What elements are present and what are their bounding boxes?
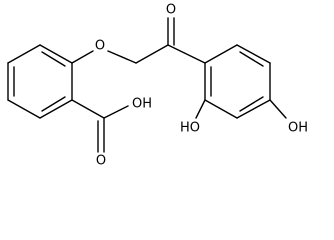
atom-label: OH [288,121,308,136]
atom-label: OH [132,97,152,112]
atom-label: HO [180,121,200,136]
atom-label: O [95,39,105,54]
bonds [7,17,287,153]
atom-label: O [96,154,106,169]
structure-diagram: O O OH O HO OH [7,3,308,169]
atom-label: O [166,3,176,18]
